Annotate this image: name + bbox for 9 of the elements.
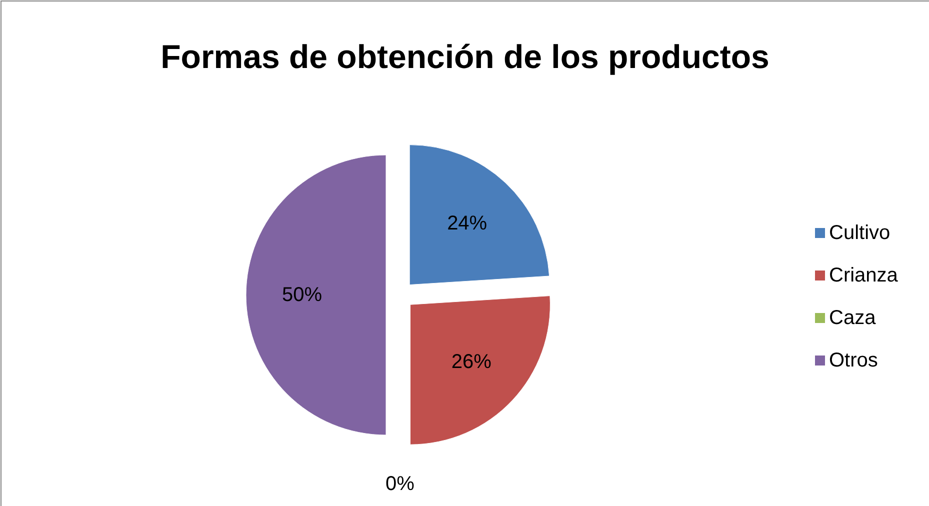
legend-label: Otros xyxy=(829,350,878,372)
data-label: 50% xyxy=(282,284,322,306)
legend-label: Caza xyxy=(829,307,877,329)
chart-title: Formas de obtención de los productos xyxy=(160,38,770,75)
legend-label: Cultivo xyxy=(829,222,890,244)
text: 0% xyxy=(386,473,414,495)
data-label: 24% xyxy=(447,212,488,235)
legend-label: Crianza xyxy=(829,264,899,286)
data-label: 26% xyxy=(451,351,492,374)
